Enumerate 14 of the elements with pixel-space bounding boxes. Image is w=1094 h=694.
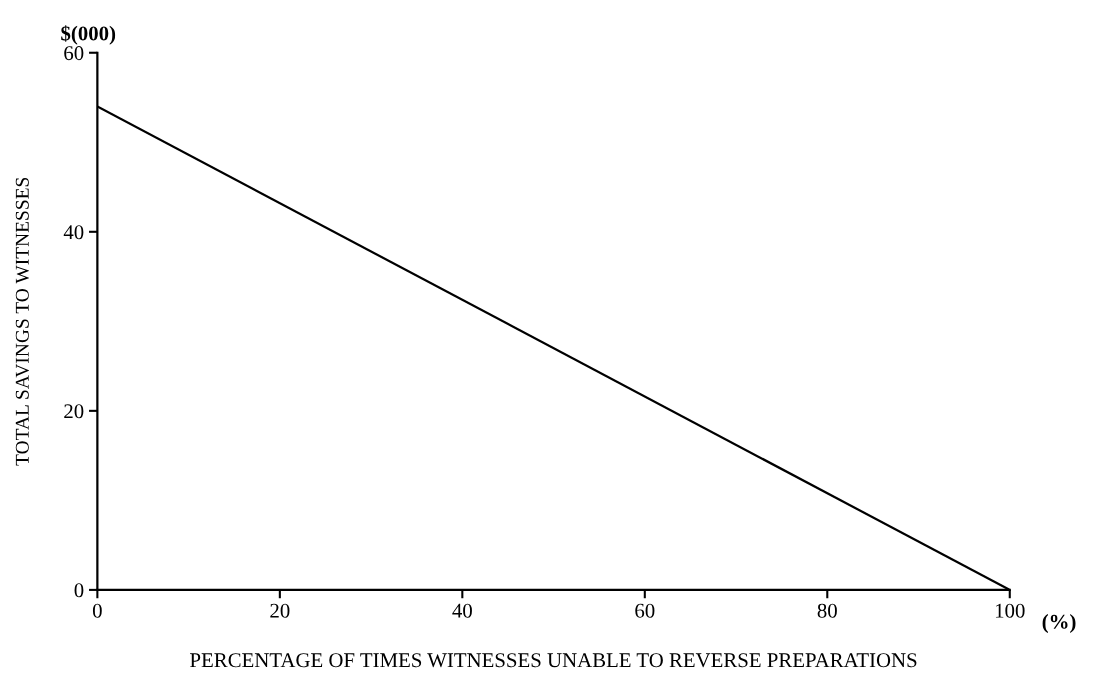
text: $(000) xyxy=(61,25,116,45)
x-axis-title: PERCENTAGE OF TIMES WITNESSES UNABLE TO REVERSE PREPARATIONS xyxy=(190,653,917,668)
x-tick-label: 0 xyxy=(92,603,102,618)
x-tick-label: 40 xyxy=(452,603,472,618)
y-tick-label: 40 xyxy=(63,225,84,240)
y-axis-title: TOTAL SAVINGS TO WITNESSES xyxy=(15,177,29,466)
y-tick-label: 60 xyxy=(64,46,84,61)
x-tick-label: 20 xyxy=(270,603,290,618)
y-tick-label: 20 xyxy=(64,404,84,419)
text: (%) xyxy=(1042,614,1076,633)
x-tick-label: 60 xyxy=(635,603,655,618)
x-tick-label: 80 xyxy=(817,603,837,618)
y-tick-label: 0 xyxy=(74,583,84,598)
x-tick-label: 100 xyxy=(995,603,1025,618)
